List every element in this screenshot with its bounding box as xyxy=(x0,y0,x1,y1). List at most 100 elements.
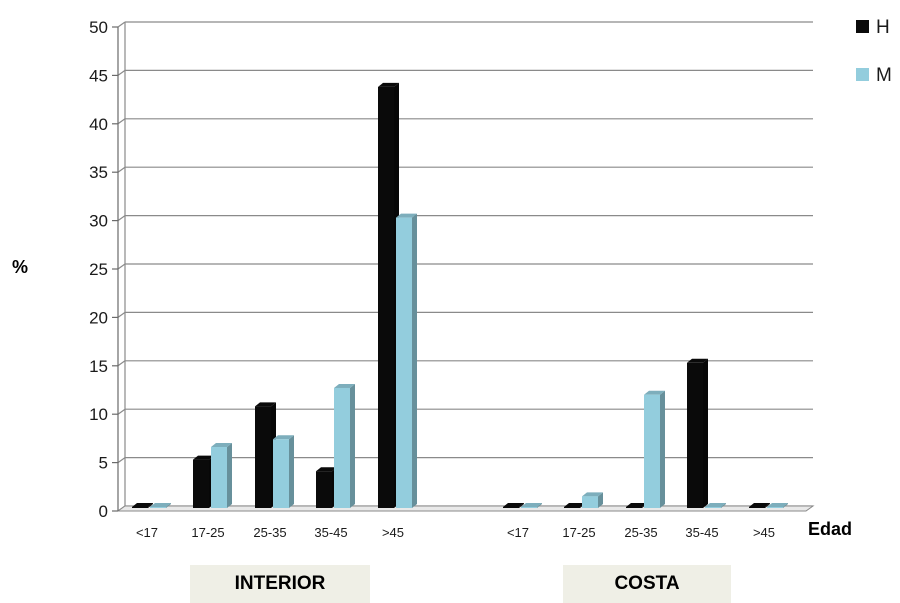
gridline-depth xyxy=(117,360,126,367)
bar-front xyxy=(705,507,721,508)
bar-front xyxy=(211,447,227,508)
bar-side xyxy=(703,358,708,508)
x-tick-label: <17 xyxy=(136,525,158,540)
gridline-depth xyxy=(117,118,126,125)
bar-front xyxy=(132,507,148,508)
y-tick-label: 40 xyxy=(89,115,108,134)
bar-top xyxy=(273,435,294,440)
x-tick-label: >45 xyxy=(753,525,775,540)
y-tick-label: 10 xyxy=(89,405,108,424)
bar-front xyxy=(396,217,412,508)
bar-M-interior-35-45 xyxy=(334,383,355,508)
bar-top xyxy=(521,503,542,507)
bar-H-costa->45 xyxy=(749,503,770,508)
legend-swatch-M xyxy=(856,68,869,81)
y-tick-label: 30 xyxy=(89,212,108,231)
x-tick-label: 35-45 xyxy=(685,525,718,540)
bar-front xyxy=(749,507,765,508)
bar-side xyxy=(148,503,153,508)
bar-H-interior->45 xyxy=(378,82,399,509)
bars xyxy=(132,82,788,509)
grid-lines xyxy=(116,21,815,512)
bar-M-costa-17-25 xyxy=(582,492,603,508)
gridline-depth xyxy=(117,311,126,318)
bar-side xyxy=(519,503,524,508)
bar-top xyxy=(132,503,153,507)
bar-H-interior-35-45 xyxy=(316,467,337,508)
bar-side xyxy=(765,503,770,508)
legend-label-H: H xyxy=(876,17,890,38)
bar-front xyxy=(644,394,660,508)
bar-top xyxy=(150,503,171,507)
bar-front xyxy=(150,507,166,508)
bar-top xyxy=(705,503,726,507)
bar-chart: 0 5 10 15 20 25 30 35 40 45 50 <17 17-25 25-35 35-45 >… xyxy=(12,17,892,540)
x-tick-label: 25-35 xyxy=(253,525,286,540)
bar-front xyxy=(503,507,519,508)
gridline-depth xyxy=(117,21,126,28)
gridline-depth xyxy=(117,457,126,464)
y-tick-label: 20 xyxy=(89,308,108,327)
bar-front xyxy=(687,362,703,508)
legend-swatch-H xyxy=(856,20,869,33)
bar-top xyxy=(211,443,232,448)
legend: HM xyxy=(856,17,892,86)
bar-top xyxy=(687,358,708,363)
x-tick-label: 35-45 xyxy=(314,525,347,540)
bar-side xyxy=(660,390,665,508)
bar-top xyxy=(749,503,770,507)
bar-M-costa-<17 xyxy=(521,503,542,508)
bar-front xyxy=(316,471,332,508)
bar-top xyxy=(255,402,276,407)
gridline-depth xyxy=(117,408,126,415)
group-label-costa: COSTA xyxy=(563,565,731,603)
y-tick-label: 15 xyxy=(89,357,108,376)
bar-top xyxy=(582,492,603,497)
y-tick-label: 0 xyxy=(99,502,108,521)
gridline-depth xyxy=(117,69,126,76)
bar-top xyxy=(767,503,788,507)
y-tick-label: 5 xyxy=(99,454,108,473)
bar-front xyxy=(255,406,271,508)
bar-M-interior-17-25 xyxy=(211,443,232,508)
bar-front xyxy=(193,459,209,508)
y-axis-title: % xyxy=(12,257,28,277)
bar-H-interior-25-35 xyxy=(255,402,276,508)
x-tick-label: >45 xyxy=(382,525,404,540)
bar-front xyxy=(378,86,394,509)
y-tick-label: 25 xyxy=(89,260,108,279)
bar-front xyxy=(521,507,537,508)
bar-top xyxy=(378,82,399,87)
bar-front xyxy=(334,387,350,508)
bar-side xyxy=(721,503,726,508)
bar-M-interior-25-35 xyxy=(273,435,294,508)
y-tick-label: 45 xyxy=(89,66,108,85)
bar-H-interior-17-25 xyxy=(193,455,214,508)
bar-side xyxy=(227,443,232,508)
bar-front xyxy=(582,496,598,508)
bar-top xyxy=(503,503,524,507)
x-tick-label: 17-25 xyxy=(562,525,595,540)
bar-side xyxy=(350,383,355,508)
bar-top xyxy=(396,213,417,218)
x-tick-label: <17 xyxy=(507,525,529,540)
bar-top xyxy=(644,390,665,395)
bar-M-costa->45 xyxy=(767,503,788,508)
x-axis-categories: <17 17-25 25-35 35-45 >45 <17 17-25 25-35 35-45 >… xyxy=(136,525,775,540)
x-tick-label: 25-35 xyxy=(624,525,657,540)
bar-top xyxy=(334,383,355,388)
bar-side xyxy=(537,503,542,508)
bar-M-interior->45 xyxy=(396,213,417,508)
bar-top xyxy=(316,467,337,472)
legend-label-M: M xyxy=(876,65,892,86)
bar-front xyxy=(767,507,783,508)
bar-M-interior-<17 xyxy=(150,503,171,508)
bar-front xyxy=(273,439,289,508)
bar-H-interior-<17 xyxy=(132,503,153,508)
y-axis: 0 5 10 15 20 25 30 35 40 45 50 xyxy=(89,18,119,521)
x-tick-label: 17-25 xyxy=(191,525,224,540)
bar-side xyxy=(412,213,417,508)
bar-M-costa-35-45 xyxy=(705,503,726,508)
bar-side xyxy=(783,503,788,508)
gridline-depth xyxy=(117,215,126,222)
